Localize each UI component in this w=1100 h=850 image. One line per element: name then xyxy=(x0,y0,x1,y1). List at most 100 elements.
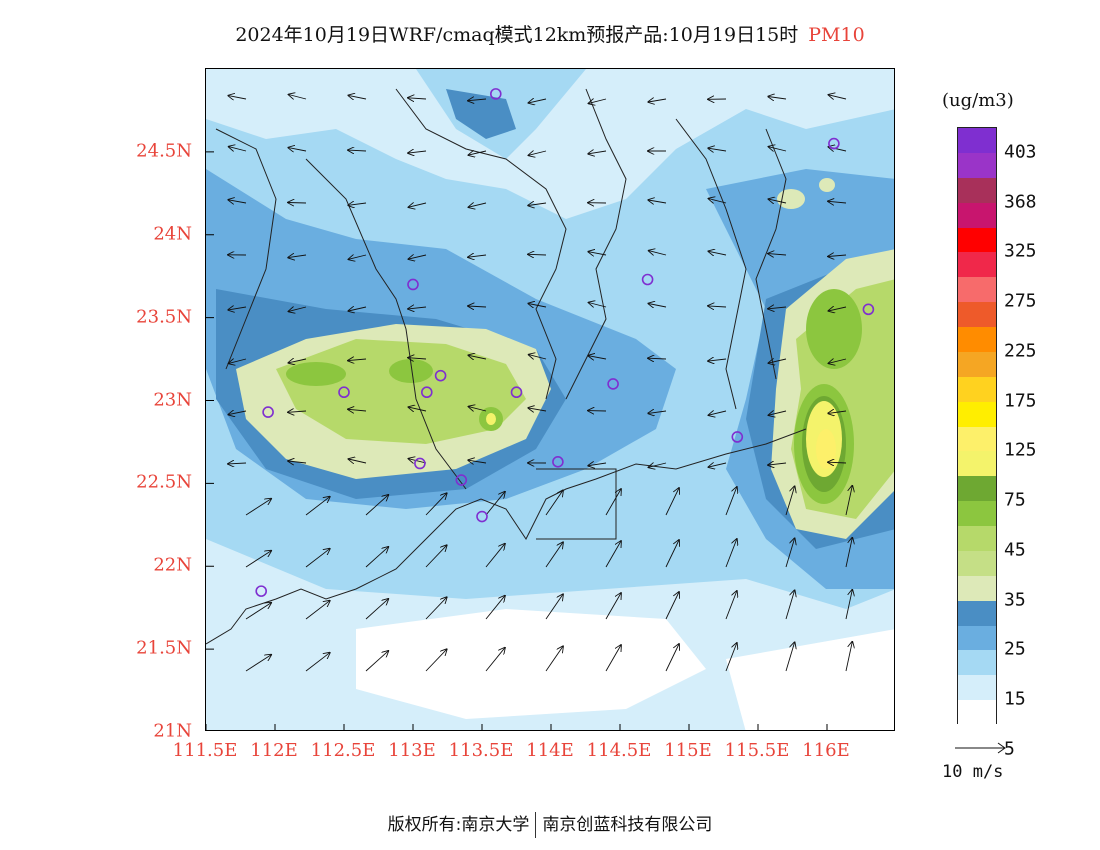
wind-arrow xyxy=(648,200,667,203)
wind-arrow xyxy=(228,411,247,415)
wind-arrow xyxy=(229,359,247,363)
station-marker xyxy=(862,303,875,316)
wind-arrow xyxy=(365,599,388,620)
wind-arrow xyxy=(785,538,795,568)
wind-arrow xyxy=(365,495,388,516)
colorbar-segment xyxy=(958,426,996,452)
forecast-map xyxy=(205,68,895,731)
colorbar-segment xyxy=(958,202,996,228)
wind-arrow xyxy=(665,592,679,620)
wind-arrow xyxy=(468,460,487,463)
colorbar-label: 15 xyxy=(1004,688,1026,710)
colorbar-unit: (ug/m3) xyxy=(942,90,1014,111)
wind-arrow xyxy=(349,255,367,259)
chart-title: 2024年10月19日WRF/cmaq模式12km预报产品:10月19日15时 P… xyxy=(0,20,1100,47)
wind-arrow xyxy=(409,459,427,463)
y-tick-label: 21.5N xyxy=(136,637,192,659)
station-marker xyxy=(552,456,564,468)
x-tick-label: 112E xyxy=(250,740,298,761)
y-tick-label: 24N xyxy=(153,223,192,245)
wind-arrow xyxy=(605,541,621,568)
wind-arrow xyxy=(409,255,427,259)
wind-arrow xyxy=(829,359,847,363)
wind-arrow xyxy=(408,358,427,359)
wind-vectors xyxy=(228,95,852,672)
wind-arrow xyxy=(228,307,247,310)
wind-arrow xyxy=(648,99,667,102)
station-marker xyxy=(641,273,654,286)
wind-arrow xyxy=(709,199,727,203)
wind-arrow xyxy=(725,591,737,620)
colorbar-segment xyxy=(958,177,996,204)
colorbar-segment xyxy=(958,550,996,577)
wind-arrow xyxy=(348,203,367,205)
colorbar-label: 25 xyxy=(1004,638,1026,660)
y-tick-label: 22.5N xyxy=(136,471,192,493)
wind-arrow xyxy=(845,486,852,516)
colorbar xyxy=(957,127,997,726)
wind-arrow xyxy=(665,540,679,568)
station-marker xyxy=(421,386,433,399)
wind-arrow xyxy=(245,655,271,672)
wind-arrow xyxy=(409,203,427,207)
colorbar-label: 275 xyxy=(1004,290,1037,312)
wind-arrow xyxy=(349,459,367,463)
colorbar-segment xyxy=(958,625,996,651)
wind-arrow xyxy=(545,542,563,568)
colorbar-segment xyxy=(958,227,996,253)
wind-arrow xyxy=(665,644,679,672)
wind-arrow xyxy=(229,147,247,151)
wind-arrow xyxy=(785,486,795,516)
station-marker xyxy=(455,474,468,486)
wind-arrow xyxy=(845,642,852,672)
wind-arrow xyxy=(785,590,795,620)
wind-arrow xyxy=(288,203,307,204)
wind-arrow xyxy=(528,254,547,255)
wind-arrow xyxy=(425,545,447,568)
wind-arrow xyxy=(665,488,679,516)
colorbar-segment xyxy=(958,451,996,477)
wind-arrow xyxy=(828,255,847,257)
wind-arrow xyxy=(485,492,505,516)
monitoring-stations xyxy=(255,88,875,597)
wind-arrow xyxy=(709,463,727,467)
wind-arrow xyxy=(228,200,247,203)
colorbar-segment xyxy=(958,476,996,502)
wind-arrow xyxy=(288,461,307,463)
wind-arrow xyxy=(725,539,737,568)
footer-divider xyxy=(535,812,537,838)
wind-arrow xyxy=(469,407,487,411)
station-marker xyxy=(407,278,419,291)
colorbar-segment xyxy=(958,351,996,378)
colorbar-segment xyxy=(958,575,996,602)
wind-arrow xyxy=(845,538,852,568)
x-tick-label: 111.5E xyxy=(172,740,238,761)
wind-arrow xyxy=(545,646,563,672)
colorbar-label: 325 xyxy=(1004,240,1037,262)
colorbar-label: 45 xyxy=(1004,539,1026,561)
wind-arrow xyxy=(528,408,547,411)
wind-arrow xyxy=(305,601,330,620)
wind-arrow xyxy=(425,649,447,672)
colorbar-label: 35 xyxy=(1004,589,1026,611)
x-tick-label: 115.5E xyxy=(724,740,790,761)
wind-arrow xyxy=(605,645,621,672)
wind-arrow xyxy=(425,597,447,620)
wind-arrow xyxy=(589,303,607,308)
colorbar-segment xyxy=(958,675,996,701)
wind-arrow xyxy=(768,254,787,255)
wind-arrow xyxy=(305,549,330,568)
wind-arrow xyxy=(649,251,667,255)
wind-arrow xyxy=(408,151,427,153)
x-tick-label: 114.5E xyxy=(586,740,652,761)
field-spot-2 xyxy=(389,359,433,383)
x-tick-label: 115E xyxy=(664,740,712,761)
wind-arrow xyxy=(725,487,737,516)
y-tick-label: 23N xyxy=(153,389,192,410)
colorbar-label: 175 xyxy=(1004,390,1037,412)
colorbar-label: 225 xyxy=(1004,340,1037,362)
x-tick-label: 113E xyxy=(388,740,436,761)
wind-arrow xyxy=(709,411,727,415)
wind-arrow xyxy=(605,593,621,620)
y-tick-label: 24.5N xyxy=(136,140,192,162)
